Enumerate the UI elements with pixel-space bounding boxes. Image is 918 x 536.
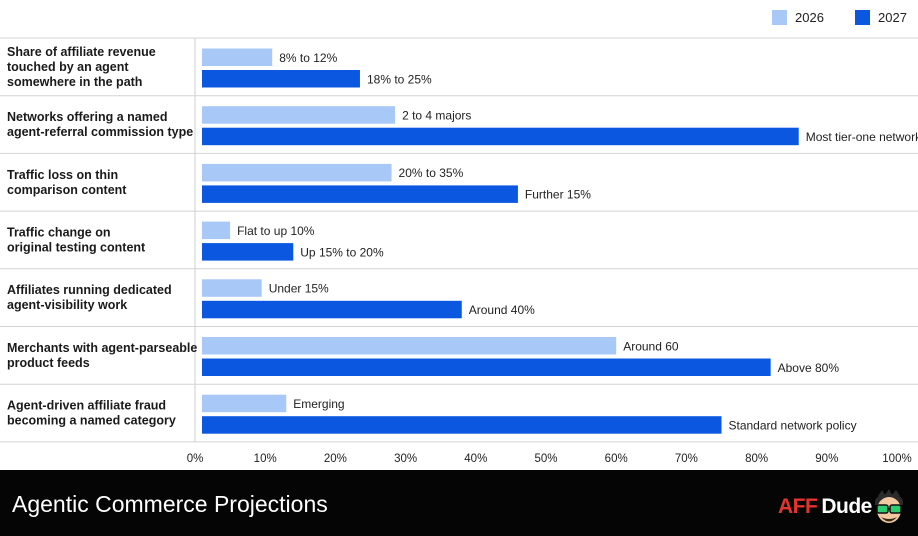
legend-label-0: 2026 bbox=[795, 10, 824, 25]
bar-2027-5 bbox=[202, 358, 771, 376]
data-label: Flat to up 10% bbox=[237, 224, 315, 238]
category-label: Traffic loss on thin bbox=[7, 168, 118, 182]
bar-2026-2 bbox=[202, 163, 392, 182]
x-tick-label: 20% bbox=[324, 453, 347, 465]
legend-swatch-0 bbox=[772, 10, 787, 25]
data-label: Emerging bbox=[293, 397, 344, 411]
x-tick-label: 40% bbox=[464, 453, 487, 465]
category-label: Merchants with agent-parseable bbox=[7, 341, 197, 355]
x-tick-label: 10% bbox=[254, 453, 277, 465]
x-tick-label: 70% bbox=[675, 453, 698, 465]
category-label: comparison content bbox=[7, 183, 127, 197]
data-label: Around 60 bbox=[623, 339, 679, 353]
x-tick-label: 50% bbox=[534, 453, 557, 465]
bar-2027-2 bbox=[202, 185, 518, 203]
category-label: becoming a named category bbox=[7, 414, 176, 428]
x-tick-label: 30% bbox=[394, 453, 417, 465]
brand-logo: AFF Dude bbox=[778, 492, 872, 522]
bar-2027-1 bbox=[202, 127, 799, 146]
data-label: Further 15% bbox=[525, 188, 591, 202]
bar-2027-4 bbox=[202, 300, 462, 319]
data-label: Up 15% to 20% bbox=[300, 245, 384, 259]
bar-2026-0 bbox=[202, 48, 273, 66]
bar-2026-1 bbox=[202, 106, 396, 124]
bar-2027-6 bbox=[202, 416, 722, 434]
category-label: original testing content bbox=[7, 240, 146, 254]
category-label: touched by an agent bbox=[7, 60, 129, 74]
mascot-icon bbox=[875, 489, 903, 523]
bar-2026-5 bbox=[202, 337, 617, 355]
x-tick-label: 0% bbox=[187, 453, 204, 465]
x-tick-label: 90% bbox=[815, 453, 838, 465]
data-label: Above 80% bbox=[778, 361, 840, 375]
data-label: 2 to 4 majors bbox=[402, 108, 471, 122]
category-label: Affiliates running dedicated bbox=[7, 283, 172, 297]
bar-2026-3 bbox=[202, 221, 231, 240]
bar-chart: 2026 2027 Share of affiliate revenuetouche… bbox=[0, 10, 918, 465]
bar-2027-0 bbox=[202, 70, 360, 88]
data-label: 8% to 12% bbox=[279, 51, 337, 65]
footer-title: Agentic Commerce Projections bbox=[12, 491, 328, 517]
brand-dude-text: Dude bbox=[821, 495, 872, 518]
data-label: Standard network policy bbox=[729, 418, 857, 432]
category-label: product feeds bbox=[7, 356, 90, 370]
category-label: agent-visibility work bbox=[7, 298, 127, 312]
bar-2027-3 bbox=[202, 243, 294, 261]
category-label: Networks offering a named bbox=[7, 110, 167, 124]
footer-bar: Agentic Commerce Projections AFF Dude bbox=[0, 470, 918, 536]
category-label: Agent-driven affiliate fraud bbox=[7, 399, 166, 413]
category-label: Traffic change on bbox=[7, 225, 111, 239]
legend-swatch-1 bbox=[855, 10, 870, 25]
data-label: Under 15% bbox=[269, 282, 329, 296]
chart-area: 2026 2027 Share of affiliate revenue touche… bbox=[0, 0, 918, 470]
bar-2026-4 bbox=[202, 279, 262, 297]
data-label: Most tier-one networks bbox=[806, 130, 918, 144]
legend-label-1: 2027 bbox=[878, 10, 907, 25]
data-label: 18% to 25% bbox=[367, 72, 432, 86]
category-label: somewhere in the path bbox=[7, 75, 142, 89]
category-label: Share of affiliate revenue bbox=[7, 45, 156, 59]
brand-aff-text: AFF bbox=[778, 495, 818, 518]
data-label: 20% to 35% bbox=[399, 166, 464, 180]
category-label: agent-referral commission type bbox=[7, 125, 193, 139]
x-tick-label: 100% bbox=[882, 453, 911, 465]
x-tick-label: 60% bbox=[605, 453, 628, 465]
data-label: Around 40% bbox=[469, 303, 535, 317]
bar-2026-6 bbox=[202, 394, 287, 413]
x-tick-label: 80% bbox=[745, 453, 768, 465]
